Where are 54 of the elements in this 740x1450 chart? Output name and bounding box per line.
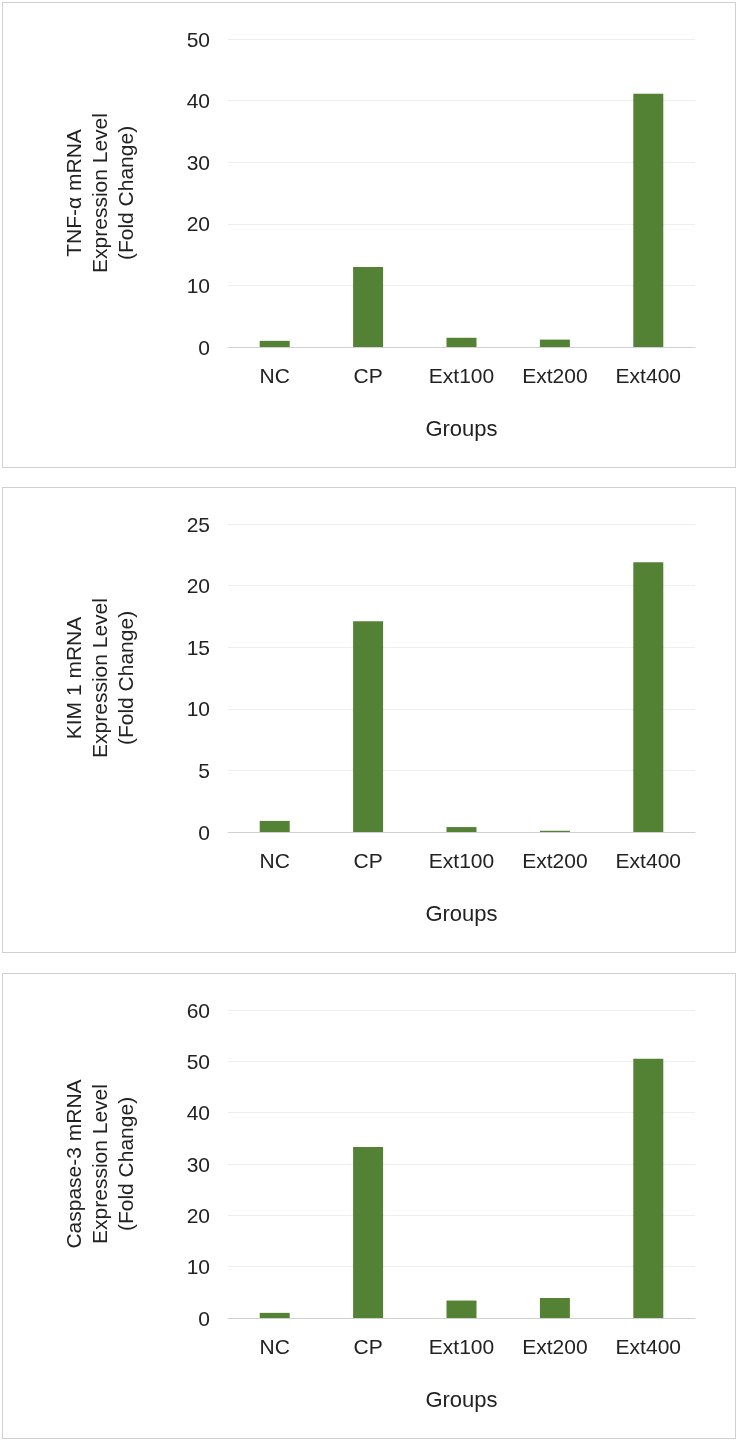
x-tick-label: CP xyxy=(353,849,383,872)
y-axis-title: KIM 1 mRNA Expression Level (Fold Change) xyxy=(61,598,137,758)
x-tick-label: Ext400 xyxy=(615,1335,681,1358)
y-tick-label: 0 xyxy=(198,820,210,844)
x-tick-label: Ext100 xyxy=(428,849,495,872)
bar xyxy=(353,621,384,832)
x-tick-label: Ext200 xyxy=(522,364,588,387)
y-tick-label: 50 xyxy=(186,27,210,51)
bar xyxy=(446,1300,477,1318)
x-tick-label: NC xyxy=(259,1335,290,1358)
bar xyxy=(259,1312,290,1318)
bar xyxy=(633,93,664,347)
bar xyxy=(353,1147,384,1318)
x-axis-title: Groups xyxy=(425,1386,498,1412)
x-tick-label: Ext100 xyxy=(428,364,495,387)
y-tick-label: 0 xyxy=(198,1306,210,1330)
y-tick-label: 20 xyxy=(186,1203,210,1227)
bar xyxy=(446,337,477,347)
x-tick-label: Ext400 xyxy=(615,364,681,387)
y-tick-label: 20 xyxy=(186,574,210,598)
x-axis-title: Groups xyxy=(425,415,498,441)
bar xyxy=(353,266,384,347)
y-tick-label: 40 xyxy=(186,89,210,113)
y-tick-label: 5 xyxy=(198,758,210,782)
bar xyxy=(539,339,570,347)
y-tick-label: 0 xyxy=(198,335,210,359)
x-tick-label: Ext100 xyxy=(428,1335,495,1358)
x-axis-title: Groups xyxy=(425,900,498,926)
bar xyxy=(539,1297,570,1318)
y-tick-label: 30 xyxy=(186,1152,210,1176)
bar xyxy=(259,820,290,832)
x-tick-label: NC xyxy=(259,849,290,872)
y-tick-label: 50 xyxy=(186,1049,210,1073)
y-tick-label: 10 xyxy=(186,273,210,297)
y-tick-label: 30 xyxy=(186,150,210,174)
y-tick-label: 15 xyxy=(186,635,210,659)
x-tick-label: Ext200 xyxy=(522,1335,588,1358)
x-tick-label: NC xyxy=(259,364,290,387)
bar xyxy=(633,562,664,832)
y-tick-label: 10 xyxy=(186,697,210,721)
bar xyxy=(446,827,477,832)
x-tick-label: CP xyxy=(353,1335,383,1358)
x-tick-label: CP xyxy=(353,364,383,387)
x-tick-label: Ext200 xyxy=(522,849,588,872)
bar xyxy=(633,1058,664,1318)
y-tick-label: 20 xyxy=(186,212,210,236)
x-tick-label: Ext400 xyxy=(615,849,681,872)
y-tick-label: 25 xyxy=(186,512,210,536)
y-axis-title: Caspase-3 mRNA Expression Level (Fold Change) xyxy=(61,1079,137,1249)
y-tick-label: 60 xyxy=(186,998,210,1022)
y-tick-label: 10 xyxy=(186,1255,210,1279)
y-axis-title: TNF-α mRNA Expression Level (Fold Change) xyxy=(61,113,137,273)
y-tick-label: 40 xyxy=(186,1101,210,1125)
bar xyxy=(259,340,290,347)
